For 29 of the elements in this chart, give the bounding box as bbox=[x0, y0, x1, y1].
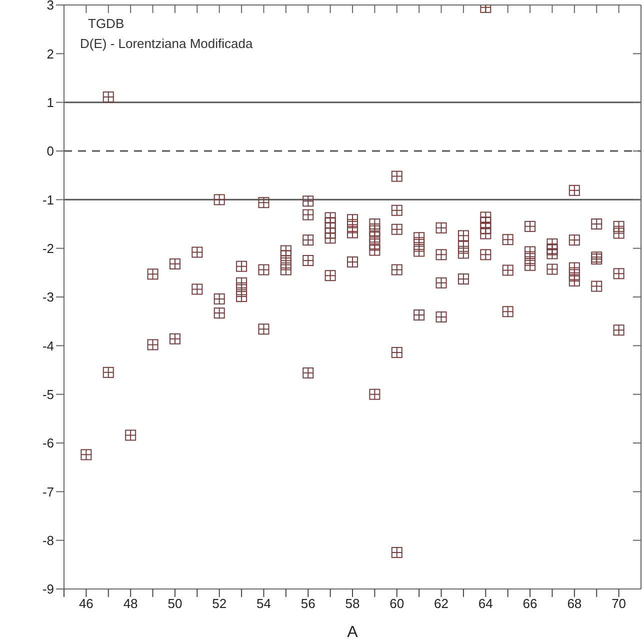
y-tick-label: -9 bbox=[42, 582, 54, 597]
y-tick-label: 3 bbox=[46, 0, 54, 13]
y-tick-label: -1 bbox=[42, 192, 54, 208]
y-tick-label: 0 bbox=[46, 144, 54, 159]
y-tick-label: -6 bbox=[42, 436, 54, 451]
x-tick-label: 46 bbox=[78, 596, 94, 612]
y-tick-label: -5 bbox=[42, 386, 54, 402]
y-tick-label: 1 bbox=[46, 94, 54, 110]
y-tick-label: -8 bbox=[42, 532, 54, 548]
y-tick-label: -3 bbox=[42, 290, 54, 305]
y-tick-label: 2 bbox=[46, 46, 54, 62]
x-axis-title: A bbox=[347, 624, 358, 639]
x-tick-label: 56 bbox=[300, 596, 316, 612]
x-tick-label: 68 bbox=[567, 596, 582, 612]
annotation: TGDB bbox=[88, 16, 124, 31]
x-tick-label: 66 bbox=[522, 596, 538, 612]
x-tick-label: 62 bbox=[434, 596, 449, 612]
annotation: D(E) - Lorentziana Modificada bbox=[80, 36, 253, 51]
y-tick-label: -7 bbox=[42, 484, 54, 500]
x-tick-label: 64 bbox=[478, 596, 493, 612]
x-tick-label: 52 bbox=[212, 596, 227, 612]
x-tick-label: 70 bbox=[612, 596, 626, 612]
y-tick-label: -2 bbox=[42, 240, 54, 256]
x-tick-label: 48 bbox=[123, 596, 138, 612]
x-tick-label: 54 bbox=[256, 596, 271, 612]
y-tick-label: -4 bbox=[42, 338, 54, 354]
x-tick-label: 50 bbox=[168, 596, 182, 612]
x-tick-label: 58 bbox=[345, 596, 360, 612]
x-tick-label: 60 bbox=[390, 596, 404, 612]
